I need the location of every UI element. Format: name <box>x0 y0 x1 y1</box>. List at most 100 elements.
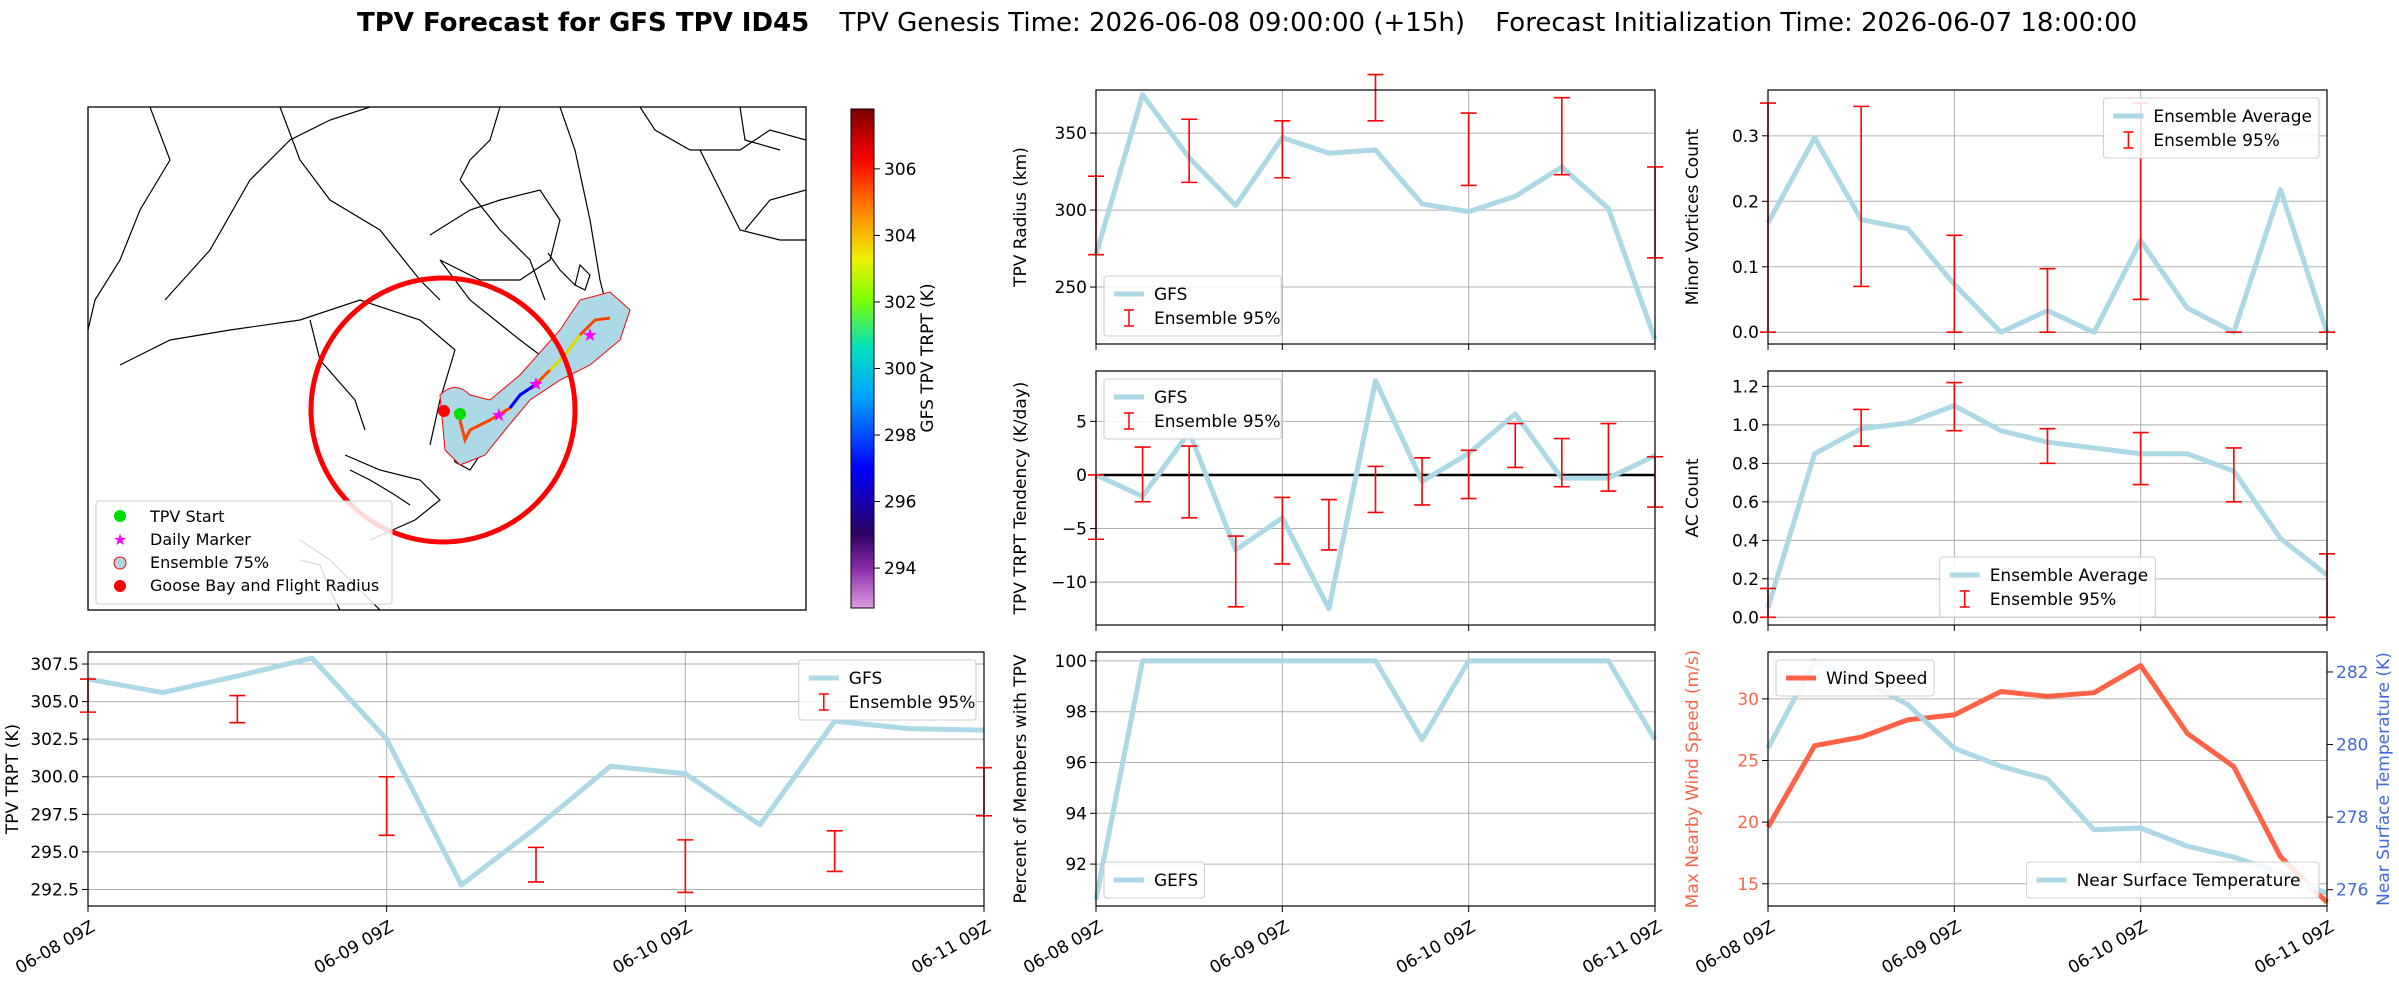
error-bar <box>1946 381 1963 432</box>
legend-frame <box>1103 378 1282 440</box>
init-time: Forecast Initialization Time: 2026-06-07… <box>1495 8 2137 38</box>
y-tick-label: 302.5 <box>30 730 79 750</box>
legend-frame <box>2026 861 2320 899</box>
error-bar <box>1414 457 1431 506</box>
legend-frame <box>1103 861 1205 899</box>
error-bar <box>1553 437 1570 488</box>
y-tick-label: 94 <box>1065 804 1087 824</box>
tpv-track-blue-segment <box>508 383 536 409</box>
y-tick-label: 0.2 <box>1732 570 1759 590</box>
y-axis-label: TPV TRPT (K) <box>3 724 23 835</box>
y-tick-label: −10 <box>1051 573 1087 593</box>
y-tick-label: 295.0 <box>30 843 79 863</box>
axes-frame <box>1095 370 1656 626</box>
y-tick-label: 0.6 <box>1732 493 1759 513</box>
error-bar <box>1600 422 1617 492</box>
error-bar <box>378 775 395 837</box>
legend-label: Ensemble Average <box>1990 566 2149 586</box>
error-bar <box>1181 118 1198 184</box>
legend: Wind Speed <box>1775 659 1935 697</box>
x-tick-label: 06-08 09Z <box>12 917 98 978</box>
map-legend-label: Ensemble 75% <box>150 553 269 572</box>
error-bar <box>826 830 843 873</box>
legend-label: Near Surface Temperature <box>2077 871 2301 891</box>
y-tick-label: 20 <box>1737 813 1759 833</box>
y-right-tick-label: 276 <box>2336 881 2368 901</box>
y-tick-label: 30 <box>1737 690 1759 710</box>
series-line <box>87 655 985 888</box>
y-tick-label: 0.2 <box>1732 192 1759 212</box>
error-bar <box>1274 119 1291 179</box>
legend-label: GFS <box>1154 285 1187 305</box>
legend: GFS Ensemble 95% <box>798 659 977 721</box>
axes-frame <box>1767 370 2328 626</box>
y-tick-label: 305.0 <box>30 693 79 713</box>
y-tick-label: 0 <box>1076 466 1087 486</box>
x-tick-label: 06-08 09Z <box>1020 917 1106 978</box>
series-line <box>1093 658 1658 901</box>
error-bar <box>1227 535 1244 608</box>
legend-frame <box>2102 97 2320 159</box>
legend: GFS Ensemble 95% <box>1103 275 1282 337</box>
legend-frame <box>1939 556 2156 618</box>
daily-marker-star: ★ <box>528 374 544 395</box>
axes-frame <box>1767 89 2328 345</box>
y-tick-label: 15 <box>1737 875 1759 895</box>
legend-errorbar-swatch <box>1959 590 1970 608</box>
x-tick-label: 06-08 09Z <box>1692 917 1778 978</box>
y-tick-label: 98 <box>1065 703 1087 723</box>
error-bar <box>1460 449 1477 500</box>
y-right-axis-label: Near Surface Temperature (K) <box>2374 652 2394 906</box>
legend-label: Ensemble 95% <box>1154 412 1281 432</box>
y-tick-label: 25 <box>1737 752 1759 772</box>
error-bar <box>677 839 694 894</box>
y-tick-label: 0.0 <box>1732 608 1759 628</box>
colorbar-tick-label: 298 <box>884 426 916 446</box>
tpv-start-marker <box>454 408 466 420</box>
y-tick-label: 100 <box>1055 652 1087 672</box>
y-tick-label: 0.1 <box>1732 258 1759 278</box>
map-legend: TPV Start ★ Daily Marker Ensemble 75% Go… <box>95 500 393 605</box>
legend-label: Ensemble 95% <box>1154 309 1281 329</box>
x-tick-label: 06-10 09Z <box>610 917 696 978</box>
map-legend-label: Goose Bay and Flight Radius <box>150 576 379 595</box>
error-bar <box>1853 105 1870 288</box>
y-tick-label: 5 <box>1076 412 1087 432</box>
colorbar <box>850 108 875 609</box>
wind-speed-line <box>1765 663 2329 905</box>
panel-wind-temperature: 15 20 25 30 06-08 09Z 06-09 09Z 06-10 09Z 06-11… <box>1683 650 2394 979</box>
error-bar <box>528 846 544 883</box>
y-right-tick-label: 278 <box>2336 808 2368 828</box>
colorbar-tick-label: 304 <box>884 226 916 246</box>
y-right-tick-label: 282 <box>2336 663 2368 683</box>
error-bar <box>2225 447 2242 503</box>
y-tick-label: 92 <box>1065 855 1087 875</box>
axes-frame <box>1095 651 1656 907</box>
legend-label: GFS <box>849 669 882 689</box>
panel-trpt: 292.5 295.0 297.5 300.0 302.5 305.0 307.5 06-08… <box>3 651 995 978</box>
panel-radius: 250 300 350 TPV Radius (km) GFS Ensemble 95% <box>1011 73 1663 350</box>
y-tick-label: 0.3 <box>1732 127 1759 147</box>
error-bar <box>1274 496 1291 565</box>
legend-frame <box>798 659 977 721</box>
error-bar <box>2039 267 2056 334</box>
map-panel: ★ ★ ★ TPV Start ★ Daily Marker Ensemble … <box>87 106 938 611</box>
daily-marker-star: ★ <box>582 325 598 346</box>
legend: Ensemble Average Ensemble 95% <box>2102 97 2320 159</box>
x-tick-label: 06-09 09Z <box>311 917 397 978</box>
error-bar <box>2132 431 2149 486</box>
y-tick-label: 292.5 <box>30 880 79 900</box>
x-tick-label: 06-10 09Z <box>1393 917 1479 978</box>
legend-frame <box>1775 659 1935 697</box>
legend-label: Ensemble 95% <box>2153 131 2280 151</box>
y-axis-label: Minor Vortices Count <box>1683 128 1703 305</box>
title-bold: TPV Forecast for GFS TPV ID45 <box>357 8 809 38</box>
colorbar-tick-label: 306 <box>884 160 916 180</box>
map-legend-label: Daily Marker <box>150 530 251 549</box>
flight-radius-circle <box>308 275 578 545</box>
y-tick-label: 1.2 <box>1732 377 1759 397</box>
y-axis-label: TPV TRPT Tendency (K/day) <box>1011 382 1031 616</box>
error-bar <box>1367 465 1384 514</box>
y-tick-label: 0.4 <box>1732 531 1759 551</box>
